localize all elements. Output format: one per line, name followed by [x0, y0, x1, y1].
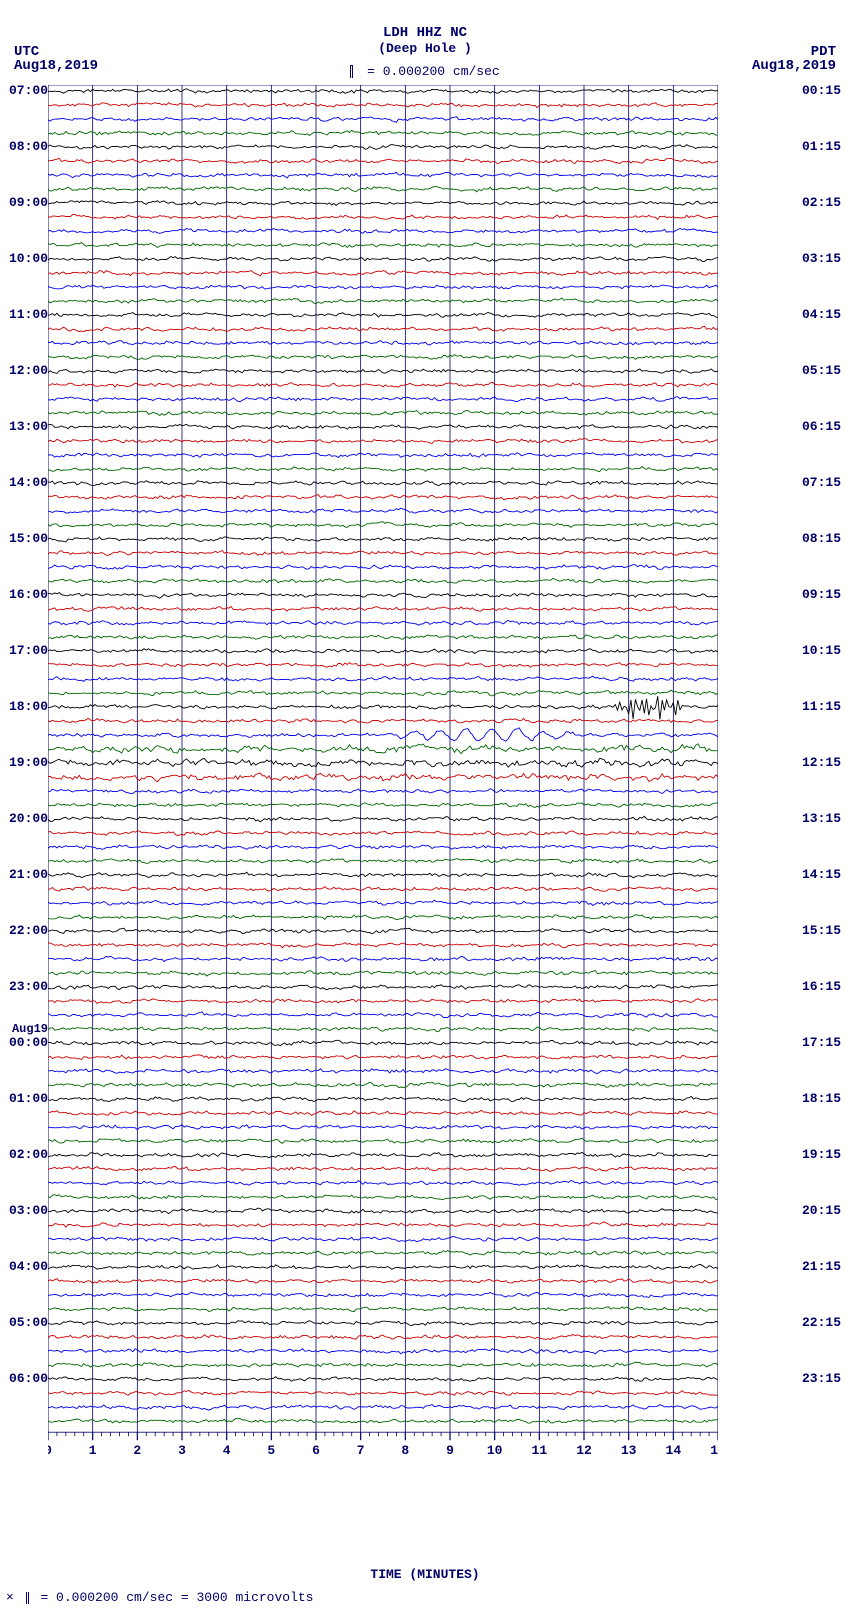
svg-text:0: 0 — [48, 1443, 52, 1458]
svg-text:9: 9 — [446, 1443, 454, 1458]
footer-bar-icon — [26, 1592, 29, 1604]
time-label: 19:00 — [2, 756, 48, 769]
station-location: (Deep Hole ) — [0, 41, 850, 56]
time-label: 23:00 — [2, 980, 48, 993]
time-label: 15:00 — [2, 532, 48, 545]
time-label: 04:00 — [2, 1260, 48, 1273]
svg-text:1: 1 — [89, 1443, 97, 1458]
footer-text: = 0.000200 cm/sec = 3000 microvolts — [40, 1590, 313, 1605]
header-block: LDH HHZ NC (Deep Hole ) — [0, 25, 850, 56]
scale-text: = 0.000200 cm/sec — [367, 64, 500, 79]
footer-scale: × = 0.000200 cm/sec = 3000 microvolts — [6, 1590, 313, 1605]
time-label: 18:00 — [2, 700, 48, 713]
svg-text:4: 4 — [223, 1443, 231, 1458]
time-label: 11:00 — [2, 308, 48, 321]
time-label: 13:00 — [2, 420, 48, 433]
svg-text:10: 10 — [487, 1443, 503, 1458]
seismogram-plot: 0123456789101112131415 — [48, 85, 718, 1555]
time-label: 23:15 — [802, 1372, 848, 1385]
time-label: 21:00 — [2, 868, 48, 881]
time-label: 16:15 — [802, 980, 848, 993]
time-label: 14:15 — [802, 868, 848, 881]
time-label: 21:15 — [802, 1260, 848, 1273]
pdt-time-labels: 00:15 01:15 02:15 03:15 04:15 05:15 06:15 07:15… — [802, 85, 848, 1555]
time-label: 11:15 — [802, 700, 848, 713]
svg-text:6: 6 — [312, 1443, 320, 1458]
time-label: 17:00 — [2, 644, 48, 657]
time-label: 03:15 — [802, 252, 848, 265]
time-label: 18:15 — [802, 1092, 848, 1105]
scale-bar-icon — [350, 65, 353, 78]
time-label: 13:15 — [802, 812, 848, 825]
time-label: 09:15 — [802, 588, 848, 601]
time-label: 01:15 — [802, 140, 848, 153]
seismogram-page: LDH HHZ NC (Deep Hole ) = 0.000200 cm/se… — [0, 0, 850, 1613]
time-label: 05:15 — [802, 364, 848, 377]
x-axis-label: TIME (MINUTES) — [0, 1567, 850, 1582]
time-label: 19:15 — [802, 1148, 848, 1161]
footer-prefix: × — [6, 1590, 14, 1605]
time-label: 07:15 — [802, 476, 848, 489]
svg-text:14: 14 — [666, 1443, 682, 1458]
svg-text:5: 5 — [267, 1443, 275, 1458]
svg-text:8: 8 — [401, 1443, 409, 1458]
time-label: 22:15 — [802, 1316, 848, 1329]
time-label: 01:00 — [2, 1092, 48, 1105]
time-label: 10:00 — [2, 252, 48, 265]
time-label: 02:00 — [2, 1148, 48, 1161]
svg-text:13: 13 — [621, 1443, 637, 1458]
time-label: 00:15 — [802, 84, 848, 97]
scale-indicator: = 0.000200 cm/sec — [0, 64, 850, 79]
svg-text:3: 3 — [178, 1443, 186, 1458]
time-label: 20:15 — [802, 1204, 848, 1217]
time-label: 20:00 — [2, 812, 48, 825]
svg-text:12: 12 — [576, 1443, 592, 1458]
time-label: 04:15 — [802, 308, 848, 321]
svg-text:7: 7 — [357, 1443, 365, 1458]
plot-area: 0123456789101112131415 — [48, 85, 718, 1555]
time-label: 17:15 — [802, 1036, 848, 1049]
time-label: 12:00 — [2, 364, 48, 377]
date-left: Aug18,2019 — [14, 58, 98, 74]
date-right: Aug18,2019 — [752, 58, 836, 74]
time-label: 14:00 — [2, 476, 48, 489]
time-label: 08:15 — [802, 532, 848, 545]
time-label: 02:15 — [802, 196, 848, 209]
svg-text:2: 2 — [133, 1443, 141, 1458]
svg-text:15: 15 — [710, 1443, 718, 1458]
station-title: LDH HHZ NC — [0, 25, 850, 41]
time-label: 06:15 — [802, 420, 848, 433]
time-label: 10:15 — [802, 644, 848, 657]
time-label: 12:15 — [802, 756, 848, 769]
time-label: Aug1900:00 — [2, 1036, 48, 1049]
utc-time-labels: 07:00 08:00 09:00 10:00 11:00 12:00 13:00 14:00… — [2, 85, 48, 1555]
time-label: 03:00 — [2, 1204, 48, 1217]
svg-text:11: 11 — [532, 1443, 548, 1458]
time-label: 05:00 — [2, 1316, 48, 1329]
time-label: 07:00 — [2, 84, 48, 97]
time-label: 15:15 — [802, 924, 848, 937]
time-label: 16:00 — [2, 588, 48, 601]
time-label: 06:00 — [2, 1372, 48, 1385]
time-label: 08:00 — [2, 140, 48, 153]
time-label: 22:00 — [2, 924, 48, 937]
time-label: 09:00 — [2, 196, 48, 209]
